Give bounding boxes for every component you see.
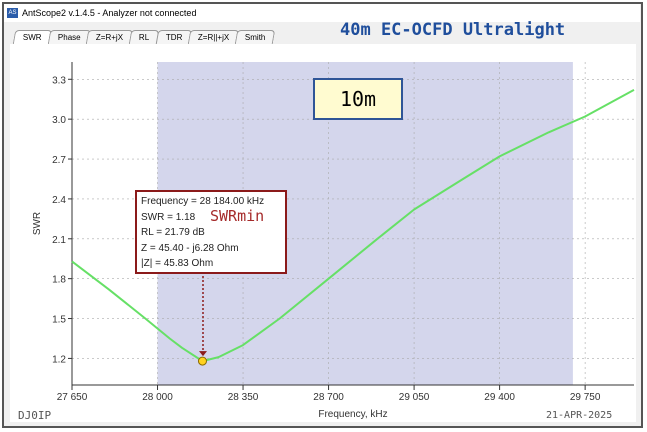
date-label: 21-APR-2025 bbox=[546, 410, 613, 421]
x-tick-label: 29 750 bbox=[570, 392, 601, 403]
marker-z: Z = 45.40 - j6.28 Ohm bbox=[141, 242, 239, 254]
marker-swr: SWR = 1.18 bbox=[141, 211, 196, 223]
y-tick-label: 3.0 bbox=[52, 115, 66, 126]
marker-frequency: Frequency = 28 184.00 kHz bbox=[141, 196, 265, 207]
x-tick-label: 29 050 bbox=[399, 392, 430, 403]
callsign: DJ0IP bbox=[18, 409, 52, 422]
swrmin-label: SWRmin bbox=[210, 207, 265, 225]
y-tick-label: 2.1 bbox=[52, 235, 66, 246]
y-tick-label: 3.3 bbox=[52, 75, 66, 86]
window-title: AntScope2 v.1.4.5 - Analyzer not connect… bbox=[22, 8, 197, 18]
y-tick-label: 1.8 bbox=[52, 275, 66, 286]
y-tick-label: 1.5 bbox=[52, 315, 66, 326]
y-tick-label: 1.2 bbox=[52, 354, 66, 365]
x-tick-label: 29 400 bbox=[484, 392, 515, 403]
x-tick-label: 27 650 bbox=[57, 392, 88, 403]
marker-info-box: Frequency = 28 184.00 kHz SWR = 1.18 RL … bbox=[135, 190, 287, 274]
title-bar: AS AntScope2 v.1.4.5 - Analyzer not conn… bbox=[4, 4, 640, 22]
y-axis-label: SWR bbox=[32, 212, 43, 235]
chart-heading: 40m EC-OCFD Ultralight bbox=[340, 20, 566, 40]
x-tick-label: 28 000 bbox=[142, 392, 173, 403]
marker-abs-z: |Z| = 45.83 Ohm bbox=[141, 258, 214, 269]
marker-arrowhead bbox=[199, 351, 207, 357]
x-tick-label: 28 350 bbox=[228, 392, 259, 403]
swr-curve bbox=[71, 89, 635, 363]
x-axis-label: Frequency, kHz bbox=[318, 409, 387, 420]
app-icon: AS bbox=[7, 8, 18, 18]
marker-point bbox=[197, 356, 207, 366]
y-tick-label: 2.7 bbox=[52, 155, 66, 166]
y-tick-label: 2.4 bbox=[52, 195, 66, 206]
band-label: 10m bbox=[313, 78, 403, 120]
marker-rl: RL = 21.79 dB bbox=[141, 227, 205, 238]
x-tick-label: 28 700 bbox=[313, 392, 344, 403]
